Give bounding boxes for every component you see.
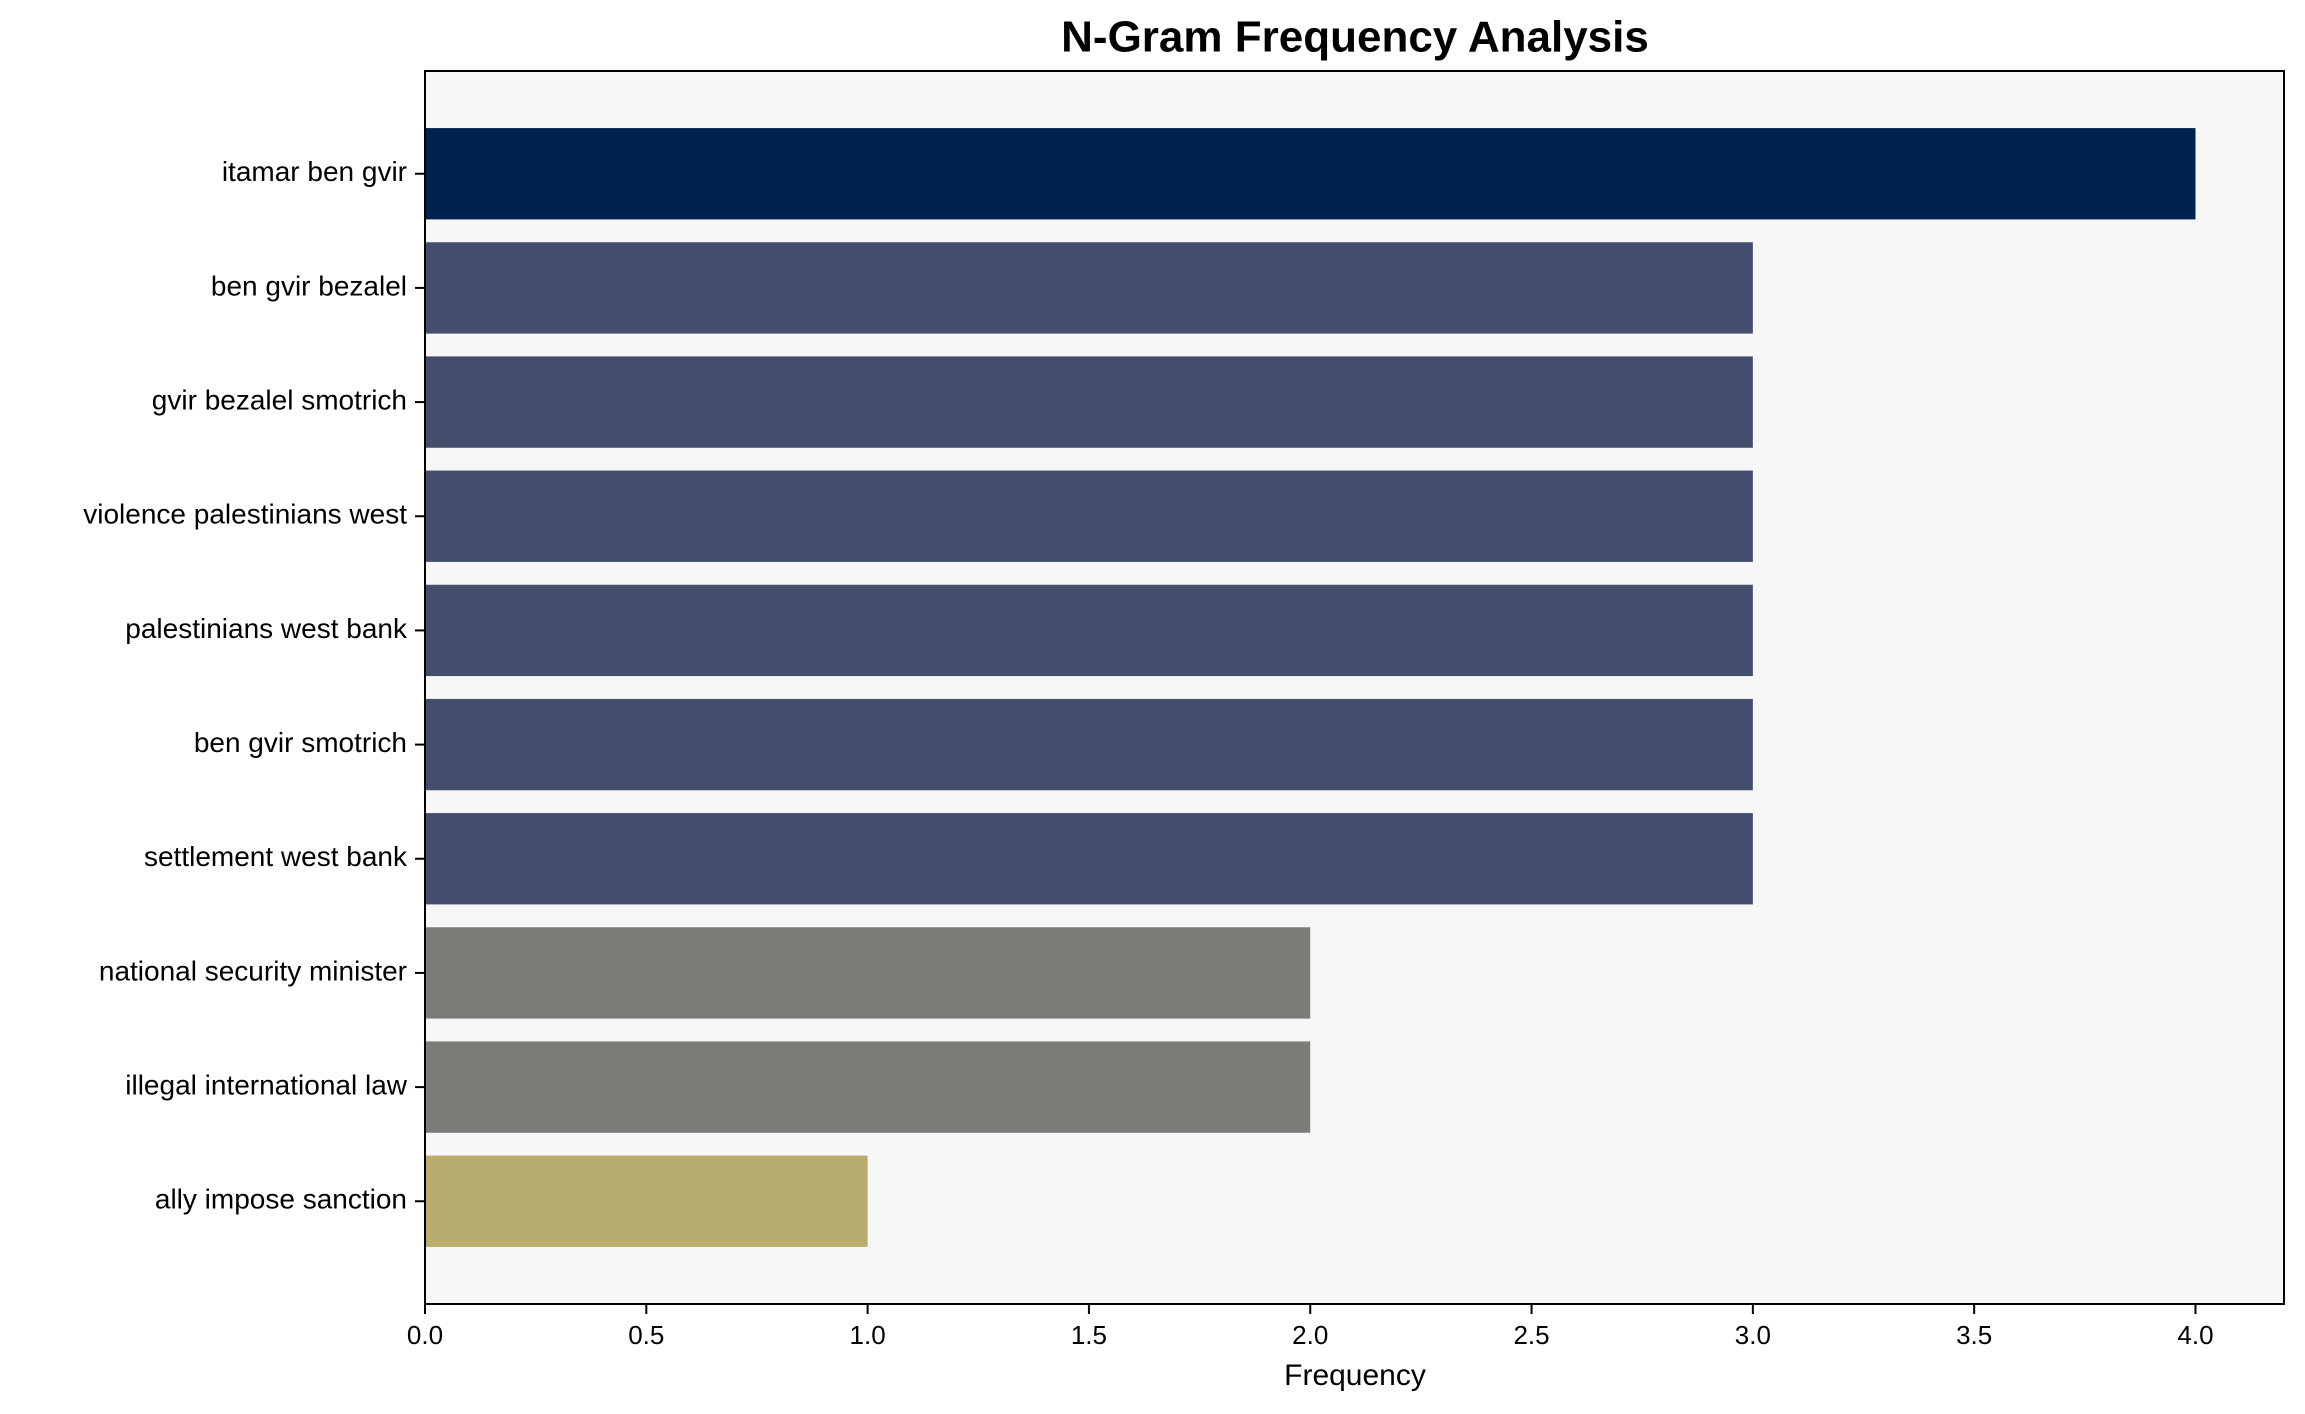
x-tick-label: 1.0 <box>850 1320 886 1350</box>
x-tick-label: 1.5 <box>1071 1320 1107 1350</box>
x-tick-label: 4.0 <box>2177 1320 2213 1350</box>
y-tick-label: settlement west bank <box>144 841 408 872</box>
bar <box>425 356 1753 448</box>
bar <box>425 813 1753 905</box>
x-tick-label: 3.5 <box>1956 1320 1992 1350</box>
bar <box>425 470 1753 562</box>
bar <box>425 584 1753 677</box>
bar <box>425 128 2196 220</box>
y-tick-label: ally impose sanction <box>155 1184 407 1215</box>
y-tick-label: palestinians west bank <box>125 613 408 644</box>
x-tick-label: 2.5 <box>1513 1320 1549 1350</box>
x-axis-label: Frequency <box>1284 1359 1426 1392</box>
bar <box>425 1155 868 1247</box>
y-tick-label: national security minister <box>99 955 407 986</box>
chart-title: N-Gram Frequency Analysis <box>1061 13 1649 62</box>
x-tick-label: 2.0 <box>1292 1320 1328 1350</box>
x-tick-label: 0.5 <box>628 1320 664 1350</box>
bar <box>425 927 1311 1019</box>
bar <box>425 698 1753 791</box>
x-tick-label: 0.0 <box>407 1320 443 1350</box>
bar <box>425 1041 1311 1133</box>
y-tick-label: itamar ben gvir <box>222 156 407 187</box>
plot-frame <box>424 70 2285 1305</box>
y-tick-label: ben gvir bezalel <box>211 270 407 301</box>
y-tick-label: ben gvir smotrich <box>194 727 407 758</box>
bar <box>425 242 1753 334</box>
y-tick-label: illegal international law <box>125 1069 408 1100</box>
y-tick-label: gvir bezalel smotrich <box>152 384 407 415</box>
x-tick-label: 3.0 <box>1735 1320 1771 1350</box>
y-tick-label: violence palestinians west <box>83 499 407 530</box>
